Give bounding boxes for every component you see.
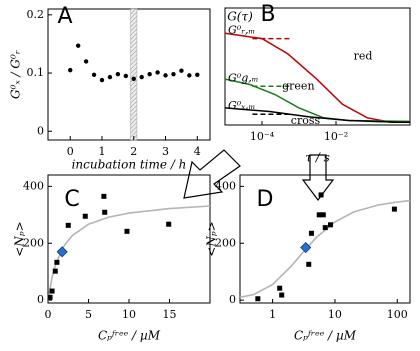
highlight-point <box>56 246 68 258</box>
data-point <box>195 72 200 77</box>
panel-letter: A <box>57 4 72 29</box>
data-point <box>179 68 184 73</box>
data-point <box>49 288 55 294</box>
data-point <box>308 230 314 236</box>
fit-curve <box>47 205 211 301</box>
x-tick-label: 100 <box>387 308 408 321</box>
data-point <box>171 72 176 77</box>
data-point <box>147 72 152 77</box>
highlight-band <box>130 8 138 141</box>
data-point <box>124 228 130 234</box>
plot-frame <box>224 7 411 126</box>
y-axis-label: <Nₚ> <box>205 221 219 256</box>
plot-frame <box>47 8 211 141</box>
y-tick-label: 0.1 <box>27 66 45 79</box>
data-point <box>328 222 334 228</box>
data-point <box>163 73 168 78</box>
y-axis-label: <Nₚ> <box>13 221 27 256</box>
y-tick-label: 200 <box>215 236 236 249</box>
data-point <box>52 268 58 274</box>
x-tick-label: 1 <box>99 145 106 158</box>
data-point <box>65 222 71 228</box>
data-point <box>101 193 107 199</box>
fit-curve <box>239 199 411 299</box>
y-axis-label: G(τ) <box>227 10 253 24</box>
data-point <box>83 59 89 64</box>
x-tick-label: 4 <box>194 145 201 158</box>
data-point <box>391 206 397 212</box>
y-tick-label: 400 <box>23 179 44 192</box>
x-axis-label: Cₚᶠʳᵉᵉ / µM <box>98 329 161 343</box>
x-tick-label: 3 <box>162 145 169 158</box>
panel-letter: C <box>64 187 79 212</box>
data-point <box>54 259 60 265</box>
series-label: cross <box>291 114 321 127</box>
data-point <box>139 74 144 80</box>
x-tick-label: 10⁻⁴ <box>250 130 275 143</box>
y-tick-label: 0.2 <box>27 8 45 21</box>
x-tick-label: 5 <box>85 308 92 321</box>
data-point <box>316 212 322 218</box>
data-point <box>75 43 81 48</box>
x-tick-label: 10 <box>122 308 136 321</box>
series-line <box>224 107 410 124</box>
y-axis-label: G⁰ₓ / G⁰ᵣ <box>9 50 23 99</box>
x-tick-label: 2 <box>130 145 137 158</box>
data-point <box>115 72 121 77</box>
data-point <box>277 285 283 291</box>
amplitude-label: G⁰g,ₘ <box>228 71 258 84</box>
data-point <box>320 212 326 218</box>
y-tick-label: 0 <box>37 124 44 137</box>
data-point <box>155 70 160 75</box>
amplitude-label: G⁰ₓ,ₘ <box>228 99 255 112</box>
data-point <box>123 73 129 79</box>
x-axis-label: Cₚᶠʳᵉᵉ / µM <box>294 329 357 343</box>
x-tick-label: 0 <box>67 145 74 158</box>
data-point <box>131 76 136 82</box>
arrow <box>301 154 335 201</box>
panel-letter: D <box>257 187 274 212</box>
data-point <box>255 296 261 302</box>
y-tick-label: 400 <box>215 179 236 192</box>
series-label: green <box>282 79 314 92</box>
data-point <box>68 67 73 73</box>
data-point <box>82 213 88 219</box>
x-tick-label: 0 <box>45 308 52 321</box>
data-point <box>107 74 113 80</box>
x-axis-label: τ / s <box>305 151 329 165</box>
x-tick-label: 10 <box>328 308 342 321</box>
amplitude-label: G⁰ᵣ,ₘ <box>228 24 255 37</box>
y-tick-label: 200 <box>23 236 44 249</box>
x-tick-label: 10⁻² <box>324 130 348 143</box>
y-tick-label: 0 <box>229 293 236 306</box>
data-point <box>306 261 312 267</box>
x-axis-label: incubation time / h <box>72 158 187 172</box>
data-point <box>91 72 97 77</box>
x-tick-label: 1 <box>269 308 276 321</box>
y-tick-label: 0 <box>37 293 44 306</box>
panel-letter: B <box>260 2 275 27</box>
data-point <box>322 225 328 231</box>
data-point <box>102 209 108 215</box>
data-point <box>187 73 192 78</box>
x-tick-label: 15 <box>163 308 177 321</box>
arrow <box>183 149 241 199</box>
data-point <box>47 294 53 300</box>
series-label: red <box>354 50 373 63</box>
highlight-point <box>300 241 312 254</box>
data-point <box>318 192 324 198</box>
plot-frame <box>239 174 411 304</box>
data-point <box>99 77 105 83</box>
data-point <box>166 221 172 227</box>
data-point <box>279 292 285 298</box>
